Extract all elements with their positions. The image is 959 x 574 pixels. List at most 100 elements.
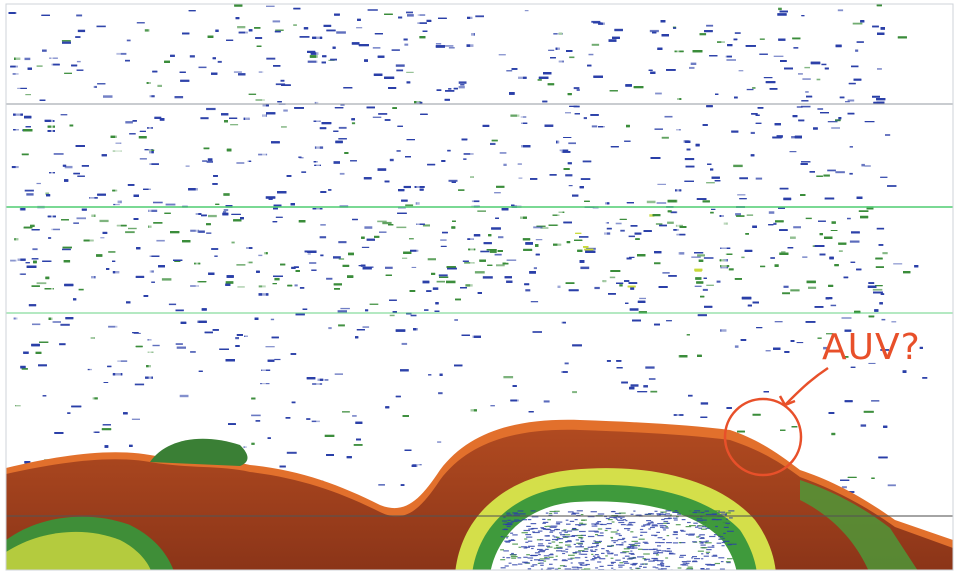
echo-speck (871, 477, 875, 479)
echo-speck (528, 411, 534, 413)
echo-speck (780, 60, 787, 62)
echo-speck (385, 274, 392, 276)
echo-speck (467, 16, 473, 19)
echo-speck (781, 251, 786, 254)
echo-speck (782, 292, 790, 295)
echo-speck (613, 541, 616, 544)
echo-speck (774, 123, 781, 126)
echo-speck (625, 84, 632, 87)
echo-speck (605, 222, 609, 224)
echo-speck (136, 247, 141, 250)
echo-speck (530, 301, 539, 303)
echo-speck (99, 219, 109, 223)
echo-speck (338, 258, 345, 260)
echo-speck (660, 511, 667, 513)
echo-speck (8, 12, 17, 14)
echo-speck (614, 554, 618, 556)
echo-speck (628, 521, 636, 524)
echo-speck (576, 534, 583, 537)
echo-speck (212, 183, 218, 185)
echo-speck (570, 535, 575, 537)
echo-speck (696, 198, 707, 200)
echo-speck (321, 122, 332, 125)
echo-speck (313, 161, 318, 163)
echo-speck (666, 320, 672, 322)
echo-speck (110, 135, 117, 138)
echo-speck (546, 568, 552, 570)
echo-speck (432, 287, 439, 290)
echo-speck (537, 79, 542, 81)
echo-speck (132, 332, 139, 334)
echo-speck (710, 564, 716, 566)
echo-speck (644, 559, 647, 561)
echo-speck (598, 22, 605, 25)
echo-speck (422, 30, 428, 32)
echo-speck (727, 542, 734, 544)
echo-speck (631, 540, 638, 542)
echo-speck (135, 275, 145, 278)
echo-speck (294, 284, 298, 287)
echo-speck (538, 551, 545, 553)
echo-speck (537, 545, 545, 547)
echo-speck (720, 561, 724, 563)
echo-speck (511, 68, 518, 70)
echo-speck (667, 199, 678, 203)
echo-speck (643, 230, 652, 232)
echo-speck (554, 568, 559, 570)
echo-speck (700, 541, 708, 543)
echo-speck (486, 249, 497, 251)
echo-speck (580, 178, 591, 180)
echo-speck (657, 552, 664, 554)
echo-speck (577, 567, 583, 569)
echo-speck (506, 512, 511, 514)
echo-speck (182, 240, 191, 243)
echo-speck (306, 377, 316, 380)
echo-speck (77, 29, 86, 33)
echo-speck (494, 192, 501, 194)
echo-speck (401, 199, 408, 202)
echo-speck (620, 571, 624, 572)
echo-speck (791, 426, 798, 428)
echo-speck (725, 561, 731, 563)
echo-speck (752, 301, 759, 304)
echo-speck (606, 523, 612, 525)
echo-speck (609, 516, 617, 518)
echo-speck (610, 552, 614, 554)
echo-speck (883, 425, 888, 428)
echo-speck (639, 297, 646, 300)
echo-speck (644, 563, 648, 565)
echo-speck (556, 550, 562, 552)
echo-speck (619, 562, 624, 564)
echo-speck (234, 4, 243, 7)
echo-speck (217, 60, 222, 63)
echo-speck (570, 557, 575, 559)
echo-speck (808, 286, 817, 289)
echo-speck (298, 156, 302, 158)
echo-speck (148, 209, 158, 212)
echo-speck (847, 112, 855, 115)
echo-speck (330, 58, 337, 61)
echo-speck (665, 565, 671, 568)
echo-speck (451, 181, 456, 183)
echo-speck (561, 560, 568, 562)
echo-speck (561, 371, 568, 373)
echo-speck (677, 567, 682, 569)
echo-speck (806, 280, 816, 284)
echo-speck (500, 549, 504, 551)
echo-speck (510, 514, 513, 516)
echo-speck (590, 114, 599, 116)
echo-speck (752, 413, 761, 416)
echo-speck (631, 557, 637, 559)
echo-speck (580, 546, 584, 548)
echo-speck (543, 72, 552, 75)
echo-speck (231, 213, 241, 215)
echo-speck (849, 146, 853, 148)
echo-speck (333, 283, 342, 286)
echo-speck (439, 373, 443, 376)
echo-speck (646, 200, 656, 204)
echo-speck (574, 519, 578, 521)
echo-speck (544, 525, 548, 528)
echo-speck (651, 525, 659, 527)
echo-speck (574, 113, 580, 115)
echo-speck (384, 13, 393, 15)
